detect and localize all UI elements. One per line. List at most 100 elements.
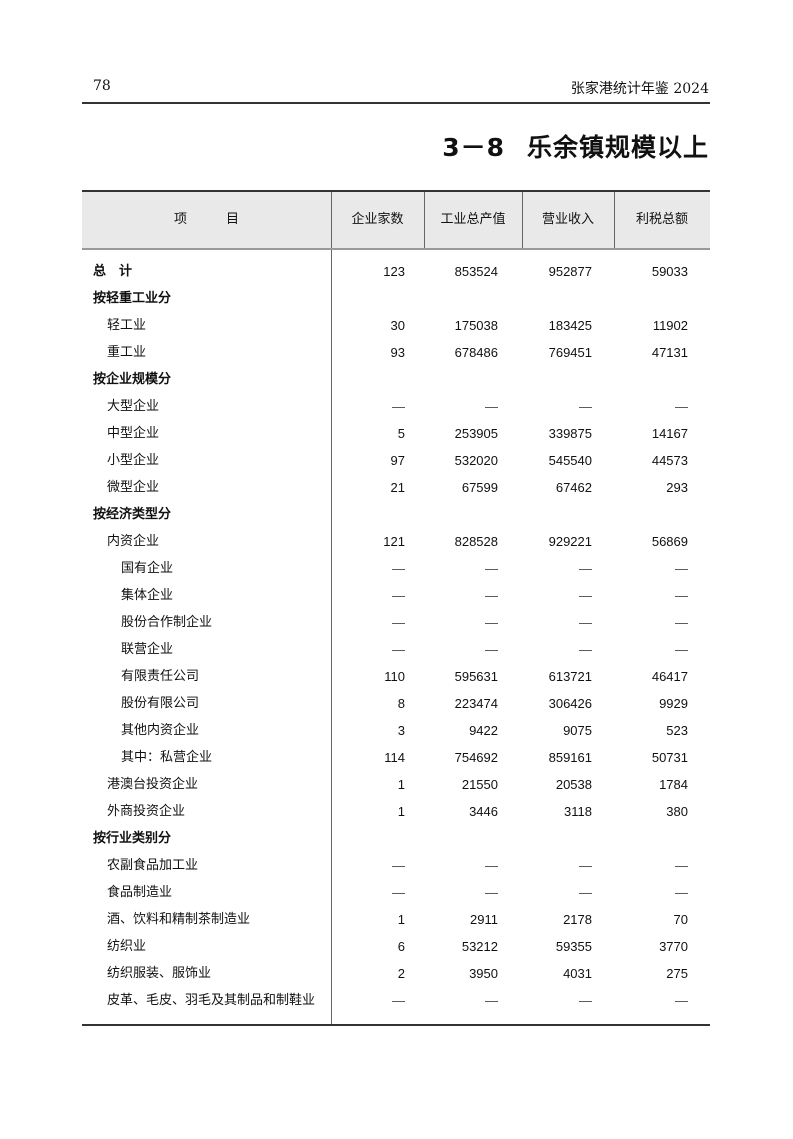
cell-value: 952877 bbox=[548, 264, 592, 279]
cell-value: 293 bbox=[666, 480, 688, 495]
row-label: 小型企业 bbox=[107, 453, 160, 468]
row-label: 港澳台投资企业 bbox=[107, 777, 199, 792]
column-divider bbox=[331, 250, 332, 1024]
table-row: 微型企业 21 67599 67462 293 bbox=[82, 474, 710, 501]
column-header-revenue: 营业收入 bbox=[541, 212, 594, 227]
cell-value: 2178 bbox=[563, 912, 592, 927]
cell-value: — bbox=[485, 885, 498, 900]
row-label: 纺织服装、服饰业 bbox=[107, 966, 212, 981]
table-row: 内资企业 121 828528 929221 56869 bbox=[82, 528, 710, 555]
table-row: 按行业类别分 bbox=[82, 825, 710, 852]
cell-value: 678486 bbox=[454, 345, 498, 360]
table-row: 其他内资企业 3 9422 9075 523 bbox=[82, 717, 710, 744]
row-label: 酒、饮料和精制茶制造业 bbox=[107, 912, 251, 927]
table-row: 中型企业 5 253905 339875 14167 bbox=[82, 420, 710, 447]
cell-value: 14167 bbox=[651, 426, 688, 441]
cell-value: 853524 bbox=[454, 264, 498, 279]
cell-value: 6 bbox=[397, 939, 405, 954]
cell-value: 9422 bbox=[469, 723, 498, 738]
cell-value: 2911 bbox=[470, 912, 498, 927]
cell-value: — bbox=[675, 885, 688, 900]
cell-value: 5 bbox=[397, 426, 405, 441]
cell-value: 275 bbox=[666, 966, 688, 981]
row-label: 按经济类型分 bbox=[93, 507, 172, 522]
table-row: 集体企业 — — — — bbox=[82, 582, 710, 609]
row-label: 股份合作制企业 bbox=[121, 615, 213, 630]
row-label: 大型企业 bbox=[107, 399, 160, 414]
column-header-enterprises: 企业家数 bbox=[351, 212, 404, 227]
cell-value: 50731 bbox=[651, 750, 688, 765]
cell-value: 21550 bbox=[461, 777, 498, 792]
row-label: 纺织业 bbox=[107, 939, 147, 954]
cell-value: — bbox=[579, 615, 592, 630]
table-row: 纺织业 6 53212 59355 3770 bbox=[82, 933, 710, 960]
cell-value: 3 bbox=[397, 723, 405, 738]
column-header-item: 项 目 bbox=[173, 212, 239, 227]
table-row: 股份有限公司 8 223474 306426 9929 bbox=[82, 690, 710, 717]
cell-value: — bbox=[392, 642, 405, 657]
table-row: 国有企业 — — — — bbox=[82, 555, 710, 582]
cell-value: 339875 bbox=[548, 426, 592, 441]
row-label: 联营企业 bbox=[121, 642, 174, 657]
row-label: 国有企业 bbox=[121, 561, 174, 576]
cell-value: 595631 bbox=[454, 669, 498, 684]
table-row: 按轻重工业分 bbox=[82, 285, 710, 312]
row-label: 股份有限公司 bbox=[121, 696, 200, 711]
table-row: 重工业 93 678486 769451 47131 bbox=[82, 339, 710, 366]
table-body: 总 计 123 853524 952877 59033 按轻重工业分 轻工业 30 175038… bbox=[82, 250, 710, 1026]
cell-value: — bbox=[675, 993, 688, 1008]
cell-value: 9075 bbox=[563, 723, 592, 738]
cell-value: 59355 bbox=[555, 939, 592, 954]
cell-value: 121 bbox=[383, 534, 405, 549]
cell-value: 53212 bbox=[461, 939, 498, 954]
table-row: 按经济类型分 bbox=[82, 501, 710, 528]
cell-value: — bbox=[485, 993, 498, 1008]
cell-value: 8 bbox=[397, 696, 405, 711]
cell-value: — bbox=[675, 588, 688, 603]
cell-value: 523 bbox=[666, 723, 688, 738]
cell-value: 223474 bbox=[454, 696, 498, 711]
row-label: 按企业规模分 bbox=[93, 372, 172, 387]
cell-value: — bbox=[579, 858, 592, 873]
cell-value: — bbox=[392, 588, 405, 603]
row-label: 内资企业 bbox=[107, 534, 160, 549]
cell-value: — bbox=[392, 561, 405, 576]
cell-value: 613721 bbox=[548, 669, 592, 684]
table-row: 港澳台投资企业 1 21550 20538 1784 bbox=[82, 771, 710, 798]
cell-value: — bbox=[392, 615, 405, 630]
row-label: 集体企业 bbox=[121, 588, 174, 603]
column-header-output: 工业总产值 bbox=[440, 212, 506, 227]
table-row: 皮革、毛皮、羽毛及其制品和制鞋业 — — — — bbox=[82, 987, 710, 1014]
row-label: 其中：私营企业 bbox=[121, 750, 213, 765]
row-label: 外商投资企业 bbox=[107, 804, 186, 819]
cell-value: 20538 bbox=[555, 777, 592, 792]
cell-value: 380 bbox=[666, 804, 688, 819]
cell-value: — bbox=[392, 399, 405, 414]
cell-value: 306426 bbox=[548, 696, 592, 711]
cell-value: 859161 bbox=[548, 750, 592, 765]
table-title: 3－8 乐余镇规模以上 bbox=[442, 128, 709, 164]
cell-value: 532020 bbox=[454, 453, 498, 468]
table-row: 股份合作制企业 — — — — bbox=[82, 609, 710, 636]
cell-value: — bbox=[392, 885, 405, 900]
cell-value: — bbox=[579, 993, 592, 1008]
cell-value: 21 bbox=[390, 480, 405, 495]
row-label: 微型企业 bbox=[107, 480, 160, 495]
cell-value: 67462 bbox=[555, 480, 592, 495]
table-row: 小型企业 97 532020 545540 44573 bbox=[82, 447, 710, 474]
cell-value: — bbox=[579, 561, 592, 576]
table-row: 酒、饮料和精制茶制造业 1 2911 2178 70 bbox=[82, 906, 710, 933]
cell-value: — bbox=[675, 615, 688, 630]
cell-value: — bbox=[485, 588, 498, 603]
row-label: 轻工业 bbox=[107, 318, 147, 333]
cell-value: 1 bbox=[397, 912, 405, 927]
table-row: 其中：私营企业 114 754692 859161 50731 bbox=[82, 744, 710, 771]
cell-value: 769451 bbox=[548, 345, 592, 360]
cell-value: 110 bbox=[384, 669, 405, 684]
row-label: 食品制造业 bbox=[107, 885, 173, 900]
cell-value: 59033 bbox=[651, 264, 688, 279]
cell-value: — bbox=[485, 858, 498, 873]
cell-value: — bbox=[579, 588, 592, 603]
row-label: 按轻重工业分 bbox=[93, 291, 172, 306]
table-row: 食品制造业 — — — — bbox=[82, 879, 710, 906]
